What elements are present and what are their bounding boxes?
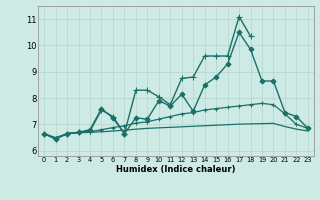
X-axis label: Humidex (Indice chaleur): Humidex (Indice chaleur) [116, 165, 236, 174]
